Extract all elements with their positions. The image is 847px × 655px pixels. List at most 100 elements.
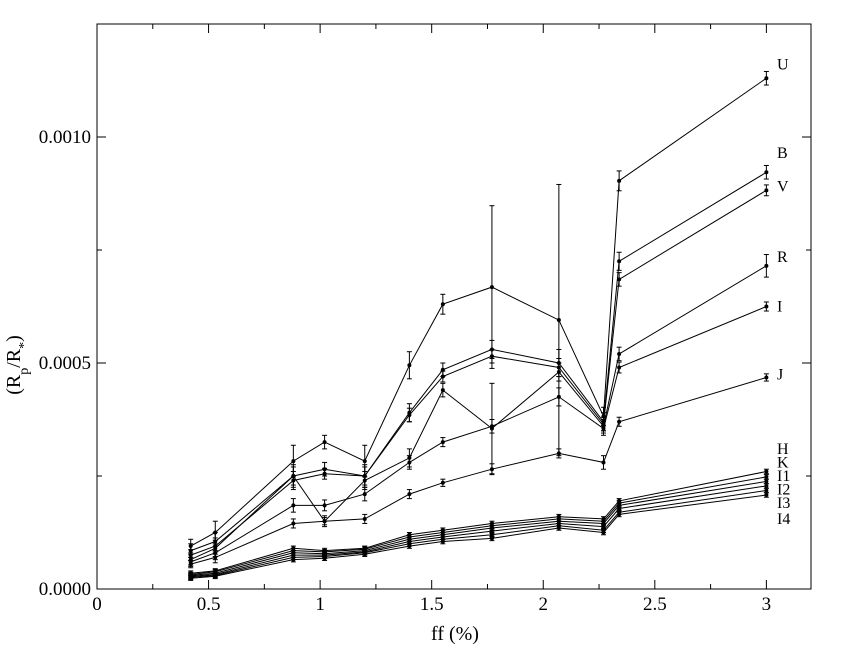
series-label-H: H [777,441,789,458]
x-tick-label: 2.5 [643,594,667,615]
data-point [617,419,622,424]
x-tick-label: 1.5 [420,594,444,615]
y-axis-label-mid: /R [3,348,25,368]
y-axis-label-sub2: * [17,342,32,349]
x-tick-label: 1 [315,594,325,615]
data-point [764,76,769,81]
series-label-K: K [777,454,789,471]
x-tick-label: 0.5 [197,594,221,615]
data-point [764,488,769,493]
data-point [362,478,367,483]
data-point [764,474,769,479]
series-line-I [190,306,767,563]
series-line-J [190,377,767,565]
series-label-B: B [777,145,788,162]
data-point [556,318,561,323]
series-V [188,184,769,562]
data-point [556,370,561,375]
data-point [407,460,412,465]
plot-frame [96,23,812,590]
y-axis-label-base: (R [3,374,25,395]
data-point [556,394,561,399]
y-tick-label: 0.0005 [39,353,91,374]
data-point [407,492,412,497]
series-label-I2: I2 [777,482,790,499]
data-point [440,302,445,307]
y-axis-label-end: ) [3,335,25,342]
series-line-R [190,265,767,561]
series-line-B [190,171,767,552]
series-label-R: R [777,249,788,266]
data-point [489,424,494,429]
plot-border [96,23,812,590]
series-line-I1 [190,480,767,576]
data-point [291,521,296,526]
data-point [764,483,769,488]
y-tick-label: 0.0010 [39,127,91,148]
x-tick-label: 2 [539,594,549,615]
data-point [322,519,327,524]
series-label-U: U [777,57,789,74]
data-point [407,544,412,549]
data-point [291,557,296,562]
data-point [440,480,445,485]
data-point [440,388,445,393]
series-J [188,373,769,569]
data-point [407,412,412,417]
data-point [489,285,494,290]
data-point [489,536,494,541]
data-point [407,363,412,368]
data-point [764,492,769,497]
series-line-H [190,471,767,574]
data-point [617,259,622,264]
data-point [601,530,606,535]
series-line-V [190,189,767,556]
data-point [601,460,606,465]
series-label-I: I [777,299,782,316]
data-point [556,451,561,456]
data-point [764,479,769,484]
data-point [764,469,769,474]
series-I4 [188,492,769,581]
series-label-J: J [777,366,783,383]
data-point [291,474,296,478]
series-label-V: V [777,179,789,196]
data-point [556,525,561,530]
y-axis: 0.0000 0.0005 0.0010 [39,127,811,600]
data-point [362,459,367,464]
x-tick-label: 0 [92,594,102,615]
data-point [362,492,367,497]
x-axis: 0 0.5 1 1.5 2 2.5 3 [92,24,771,615]
series-line-I2 [190,485,767,577]
data-point [188,562,193,567]
data-point [617,277,622,282]
series-label-I3: I3 [777,495,790,512]
data-point [764,170,769,175]
data-point [617,365,622,370]
data-point [764,263,769,268]
data-point [440,374,445,379]
y-tick-label: 0.0000 [39,579,91,600]
data-point [764,375,769,380]
data-point [291,503,296,508]
series-label-I4: I4 [777,511,790,528]
data-point [617,512,622,517]
x-tick-label: 3 [762,594,772,615]
y-axis-label: (Rp/R*) [3,335,32,395]
y-axis-label-sub1: p [17,368,32,375]
data-point [322,440,327,445]
series-line-U [190,77,767,547]
data-point [322,503,327,508]
data-point [764,304,769,309]
data-point [322,556,327,561]
data-point [322,471,327,476]
data-point [213,555,218,560]
data-point [440,440,445,445]
series-layer [188,70,769,581]
data-point [213,574,218,579]
series-line-K [190,476,767,575]
data-point [291,459,296,464]
